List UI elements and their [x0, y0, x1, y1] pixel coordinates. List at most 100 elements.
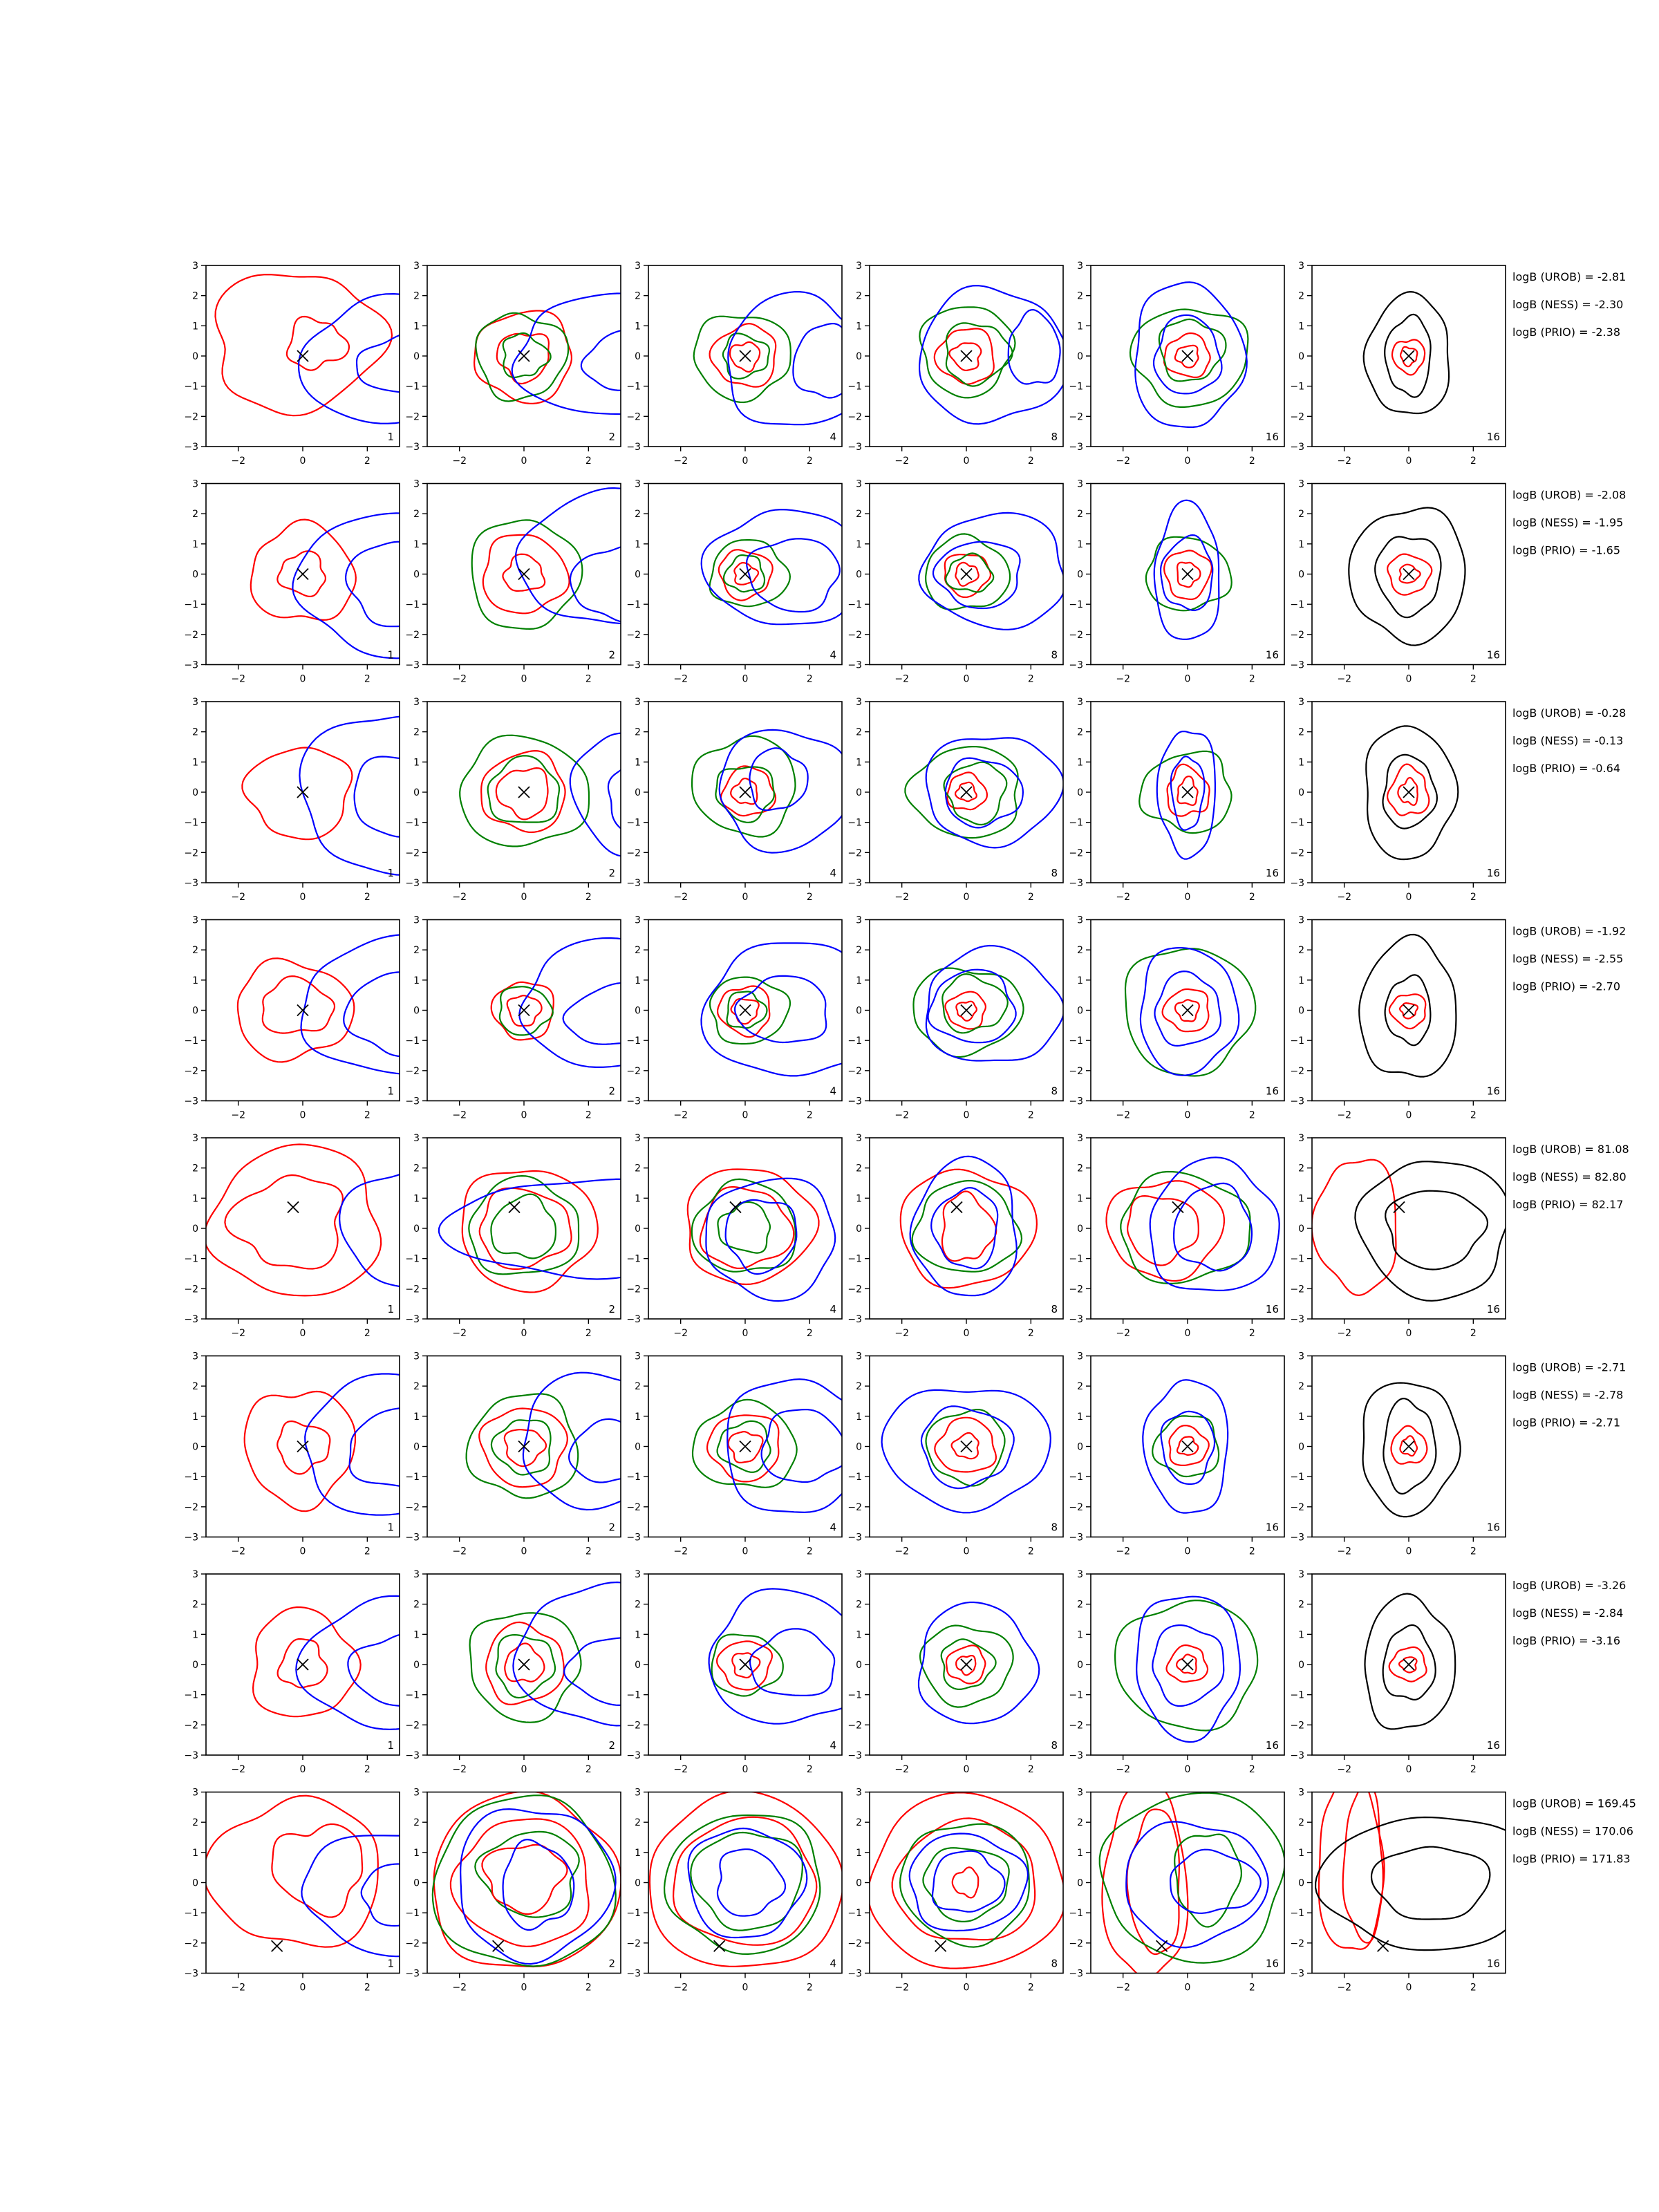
y-tick-label: −3 [1069, 1096, 1083, 1107]
y-tick-label: 0 [192, 787, 198, 798]
x-tick-label: −2 [1337, 1983, 1351, 1994]
x-tick-label: 2 [585, 1546, 592, 1557]
y-tick-label: −3 [847, 1314, 862, 1325]
y-tick-label: −3 [847, 1096, 862, 1107]
x-tick-label: 0 [742, 1983, 749, 1994]
red-contour [899, 1168, 1038, 1289]
y-tick-label: 1 [856, 1629, 862, 1640]
x-tick-label: −2 [1337, 1328, 1351, 1339]
contour-layer [648, 1792, 842, 1967]
blue-contour [1136, 1595, 1241, 1743]
x-tick-label: 0 [300, 1983, 306, 1994]
x-tick-label: 2 [807, 456, 813, 467]
y-tick-label: 1 [856, 975, 862, 986]
true-parameter-marker [960, 786, 973, 798]
sample-count-label: 8 [1051, 1085, 1058, 1098]
green-contour [726, 991, 768, 1029]
sample-count-label: 16 [1487, 867, 1500, 879]
red-contour [241, 747, 353, 841]
true-parameter-marker [287, 1201, 299, 1214]
true-parameter-marker [960, 568, 973, 581]
logb-annotation: logB (UROB) = -2.71 [1512, 1361, 1626, 1374]
y-tick-label: 2 [192, 1381, 198, 1392]
panel: 3 2 1 0 −1 −2 −3 −2 0 2 16 [1069, 1351, 1285, 1557]
y-tick-label: 1 [635, 757, 641, 768]
green-contour [468, 1175, 580, 1275]
red-contour [224, 1174, 344, 1270]
sample-count-label: 16 [1266, 431, 1279, 443]
x-tick-label: −2 [1337, 1546, 1351, 1557]
panel: 3 2 1 0 −1 −2 −3 −2 0 2 8 [847, 261, 1064, 467]
x-tick-label: 2 [1470, 1983, 1477, 1994]
y-tick-label: 2 [413, 1817, 420, 1828]
red-contour [1387, 553, 1433, 596]
red-contour [699, 1185, 795, 1269]
y-tick-label: 0 [856, 1878, 862, 1889]
y-tick-label: 3 [1077, 1133, 1083, 1144]
y-tick-label: 1 [192, 1848, 198, 1859]
y-tick-label: −1 [1290, 1035, 1304, 1047]
y-tick-label: 3 [192, 1569, 198, 1580]
y-tick-label: −3 [1290, 1533, 1304, 1544]
y-tick-label: −1 [405, 1690, 420, 1701]
blue-contour [925, 944, 1063, 1062]
y-tick-label: 1 [856, 1193, 862, 1204]
y-tick-label: −3 [184, 1533, 198, 1544]
x-tick-label: −2 [452, 892, 467, 903]
logb-annotation: logB (PRIO) = -2.71 [1512, 1416, 1620, 1430]
y-tick-label: −3 [184, 1969, 198, 1980]
contour-layer [870, 1792, 1063, 1969]
y-tick-label: 1 [635, 1193, 641, 1204]
y-tick-label: 3 [1077, 1569, 1083, 1580]
y-tick-label: 1 [413, 757, 420, 768]
logb-annotation: logB (UROB) = -0.28 [1512, 706, 1626, 720]
red-contour [252, 1606, 362, 1718]
contour-layer [700, 509, 842, 626]
y-tick-label: 3 [413, 261, 420, 272]
y-tick-label: −3 [184, 1314, 198, 1325]
y-tick-label: 2 [413, 509, 420, 520]
y-tick-label: −2 [847, 1502, 862, 1513]
green-contour [919, 1624, 1014, 1708]
black-contour [1365, 725, 1459, 861]
x-tick-label: 2 [1028, 674, 1034, 685]
contour-layer [691, 729, 842, 854]
x-tick-label: −2 [1116, 456, 1130, 467]
red-contour [891, 1817, 1036, 1941]
logb-annotation: logB (PRIO) = -0.64 [1512, 762, 1620, 775]
contour-layer [1124, 947, 1257, 1077]
y-tick-label: −1 [626, 1472, 641, 1483]
blue-contour [908, 1833, 1029, 1932]
x-tick-label: −2 [673, 1983, 688, 1994]
red-contour [243, 1390, 357, 1512]
true-parameter-marker [1172, 1201, 1184, 1214]
y-tick-label: 2 [192, 291, 198, 302]
red-contour [941, 1190, 997, 1262]
x-tick-label: −2 [673, 674, 688, 685]
x-tick-label: 0 [300, 456, 306, 467]
y-tick-label: 3 [1077, 697, 1083, 708]
y-tick-label: −1 [626, 382, 641, 393]
blue-contour [944, 757, 1024, 829]
contour-layer [1114, 1595, 1259, 1743]
x-tick-label: 2 [364, 892, 371, 903]
sample-count-label: 4 [830, 1958, 836, 1970]
y-tick-label: 2 [1077, 945, 1083, 956]
y-tick-label: 3 [192, 1133, 198, 1144]
y-tick-label: 3 [635, 479, 641, 490]
x-tick-label: 0 [1185, 892, 1191, 903]
panel: 3 2 1 0 −1 −2 −3 −2 0 2 16 [1290, 1569, 1506, 1775]
panel: 3 2 1 0 −1 −2 −3 −2 0 2 8 [847, 1569, 1064, 1775]
red-contour [1165, 1644, 1209, 1683]
y-tick-label: 2 [413, 1163, 420, 1174]
red-contour [461, 1170, 599, 1293]
contour-layer [471, 487, 621, 630]
red-contour [1105, 1180, 1226, 1282]
contour-layer [917, 1601, 1040, 1725]
green-contour [945, 322, 1013, 387]
true-parameter-marker [739, 786, 751, 798]
x-tick-label: 0 [964, 456, 970, 467]
sample-count-label: 2 [608, 1085, 615, 1098]
y-tick-label: −2 [847, 1720, 862, 1731]
red-contour [478, 1187, 572, 1271]
